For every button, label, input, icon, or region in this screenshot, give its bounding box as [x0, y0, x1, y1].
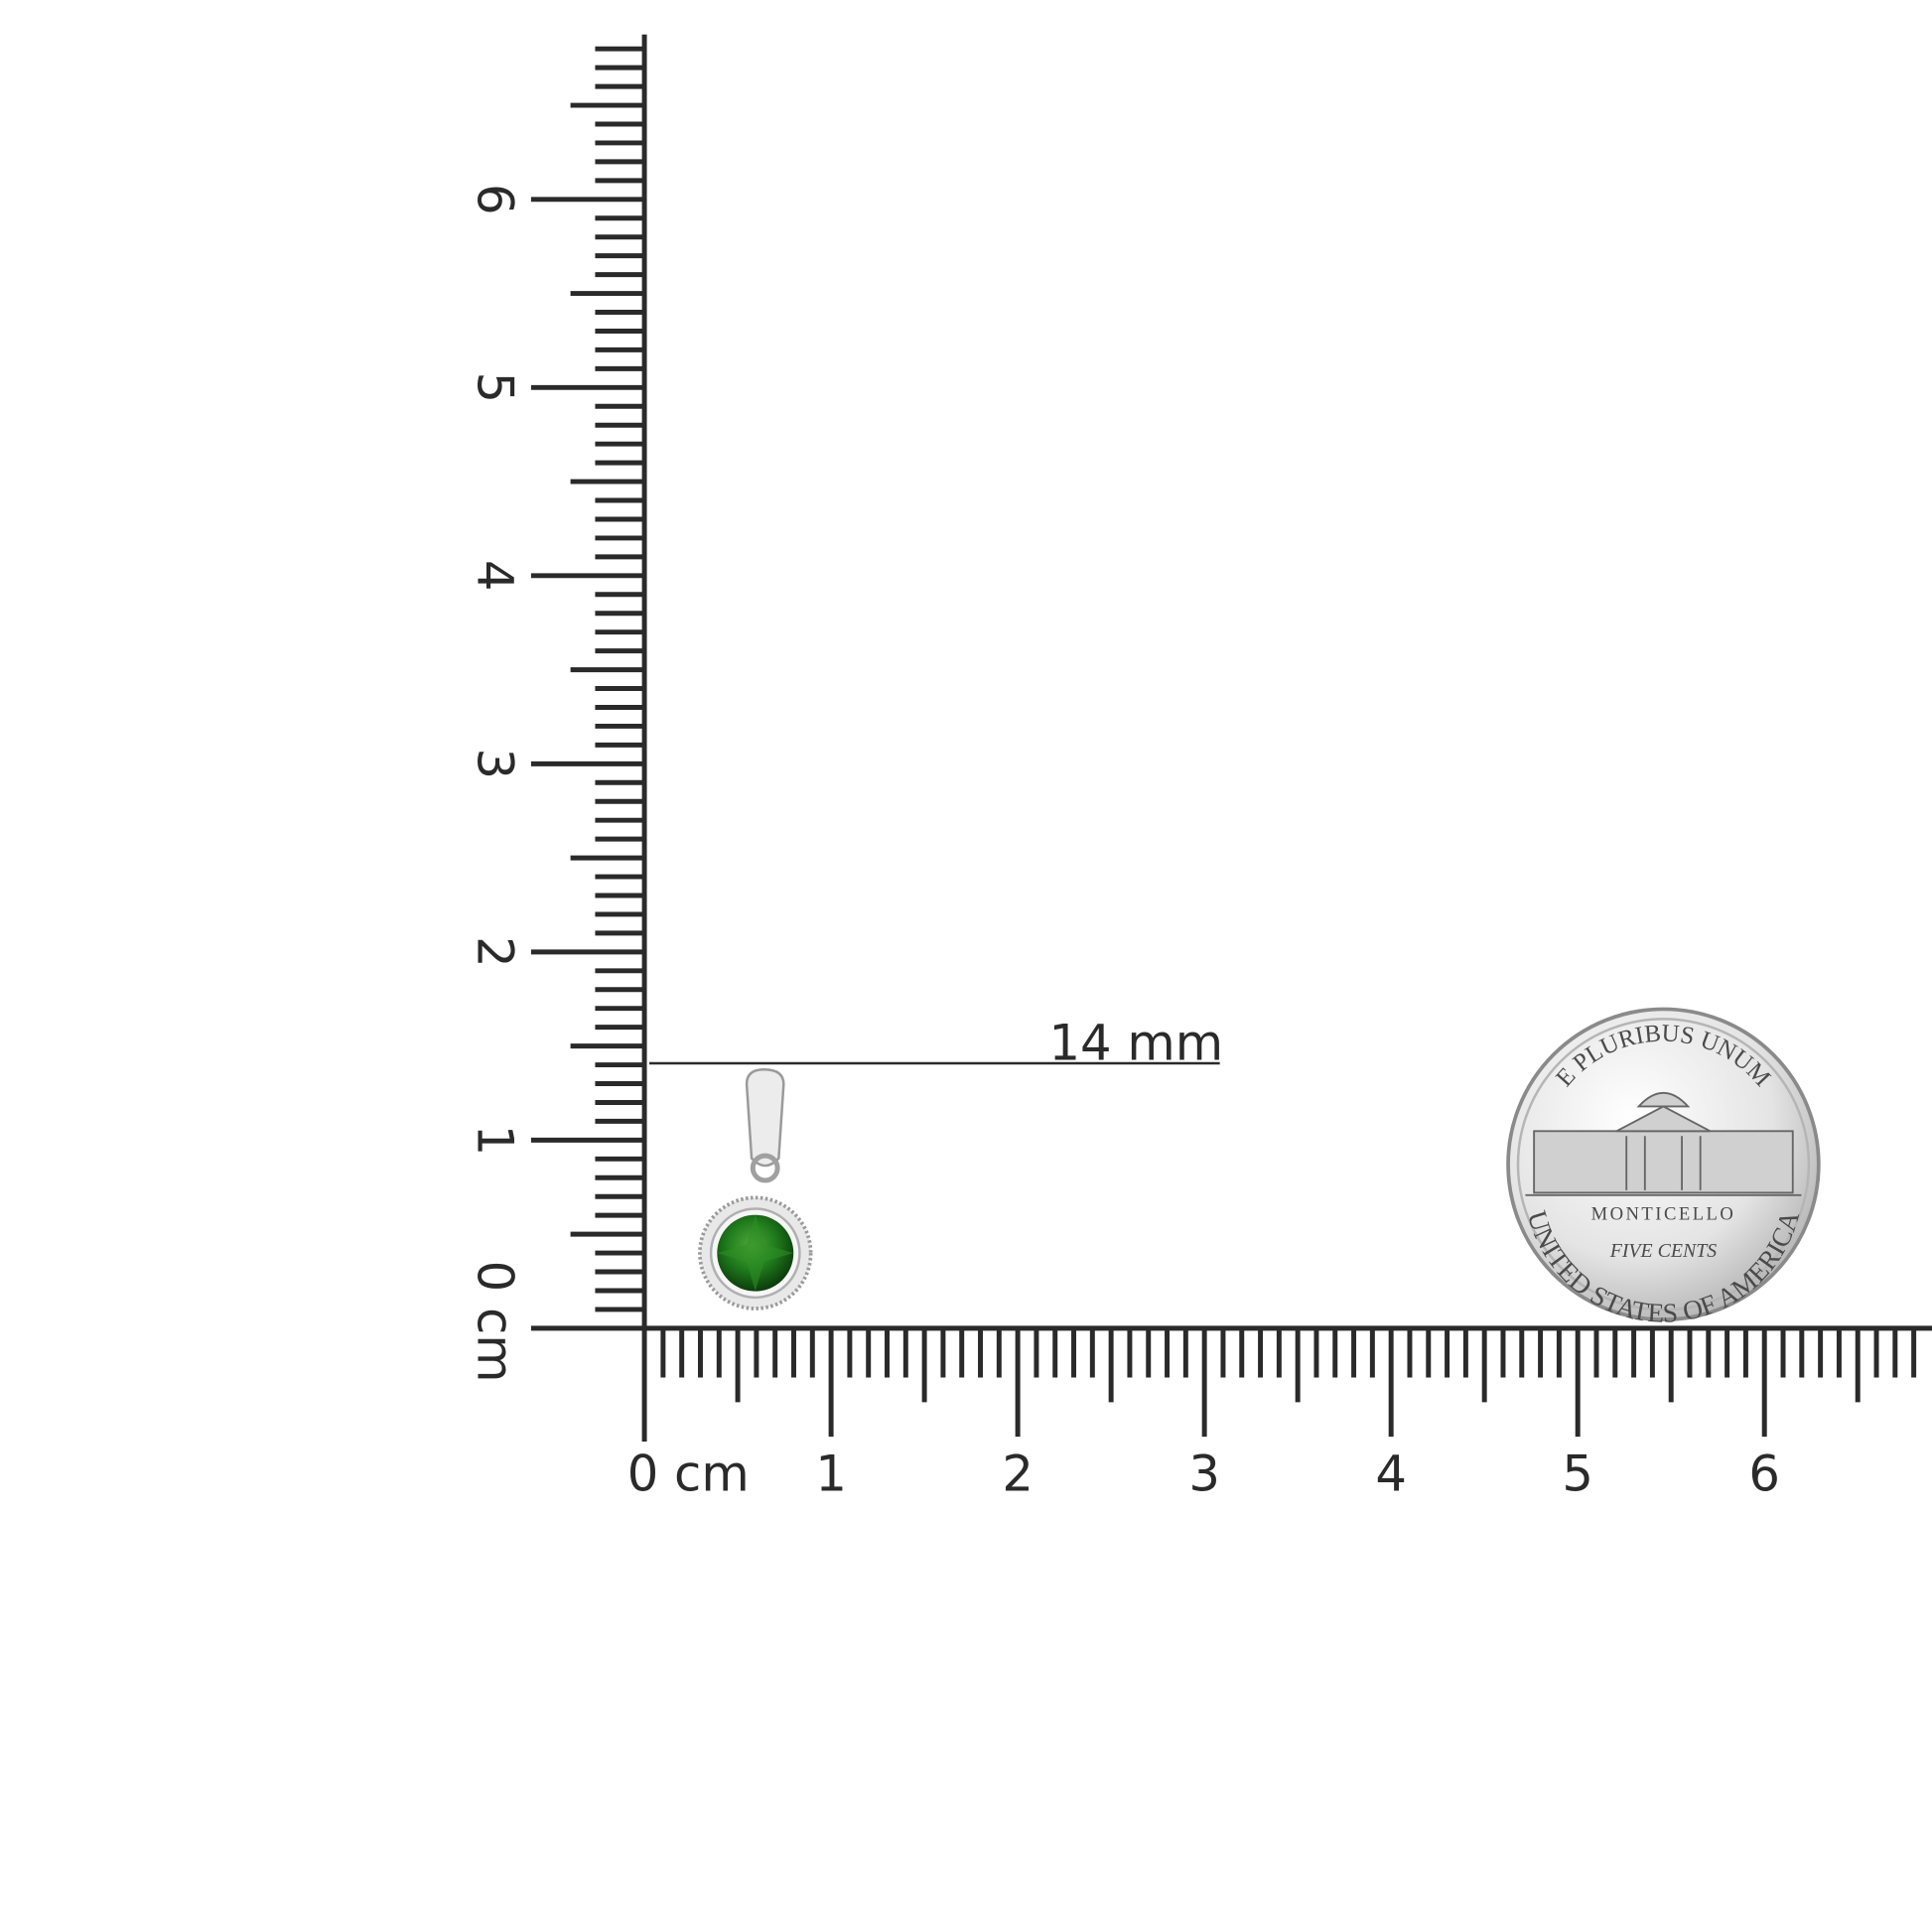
- horizontal-ruler-label: 3: [1188, 1446, 1220, 1503]
- vertical-ruler-label: 1: [467, 1125, 524, 1157]
- coin: E PLURIBUS UNUM MONTICELLO FIVE CENTS UN…: [1506, 1007, 1821, 1328]
- vertical-ruler-label: 6: [467, 184, 524, 215]
- vertical-ruler-label: 5: [467, 372, 524, 404]
- horizontal-ruler-label: 2: [1002, 1446, 1034, 1503]
- pendant-loop: [750, 1153, 780, 1183]
- horizontal-ruler-label: 6: [1748, 1446, 1780, 1503]
- rulers: 0 cm 1 2 3 4 5 6 0 cm 1 2 3 4 5 6: [467, 34, 1932, 1503]
- horizontal-ruler-label: 5: [1562, 1446, 1593, 1503]
- vertical-ruler-label: 0 cm: [467, 1261, 524, 1383]
- pendant: [698, 1068, 813, 1311]
- horizontal-ruler-label: 0 cm: [627, 1446, 750, 1503]
- vertical-ruler-label: 3: [467, 749, 524, 780]
- pendant-bail: [745, 1068, 785, 1168]
- vertical-ruler-label: 4: [467, 560, 524, 592]
- vertical-ruler-label: 2: [467, 936, 524, 968]
- monticello-building: [1525, 1092, 1802, 1196]
- horizontal-ruler-label: 1: [815, 1446, 847, 1503]
- coin-value-text: FIVE CENTS: [1609, 1240, 1718, 1262]
- horizontal-ruler-label: 4: [1375, 1446, 1407, 1503]
- measurement-label: 14 mm: [1048, 1014, 1223, 1071]
- coin-rim: [1516, 1018, 1811, 1311]
- gem-facets: [717, 1214, 794, 1292]
- coin-building-text: MONTICELLO: [1591, 1204, 1736, 1225]
- measurement: 14 mm: [649, 1014, 1223, 1071]
